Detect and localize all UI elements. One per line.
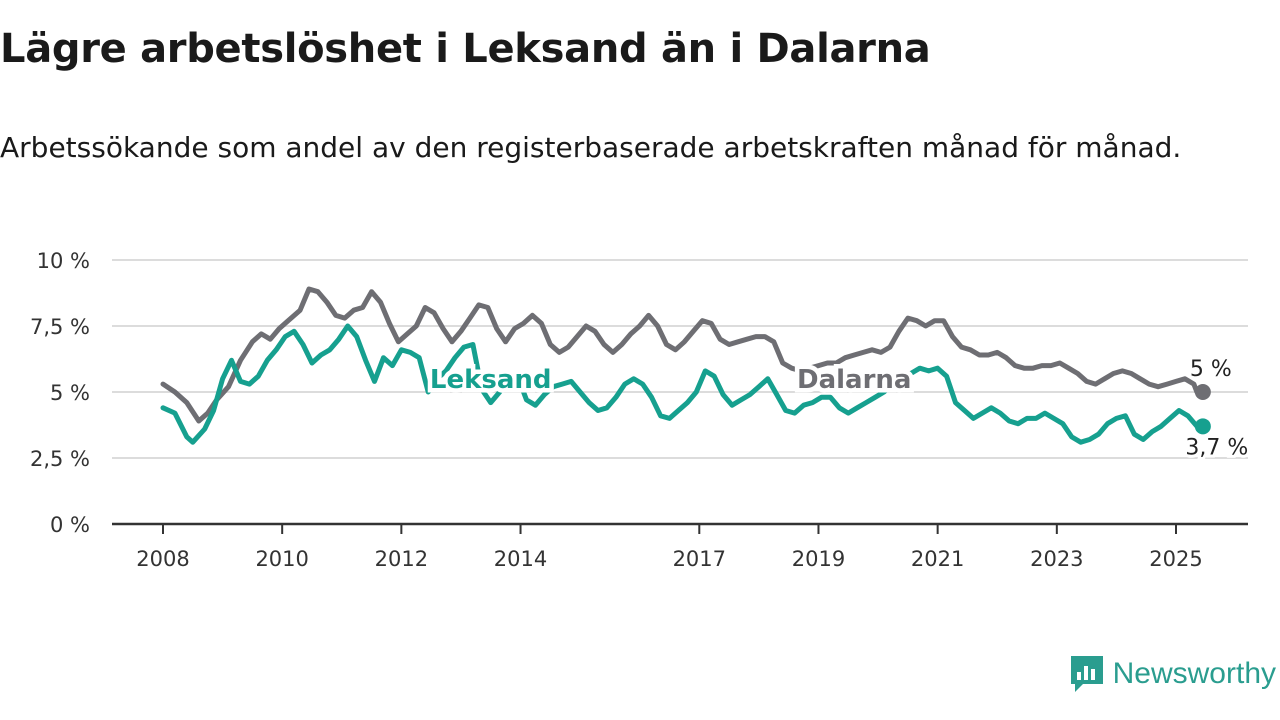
x-tick-label: 2019: [792, 547, 845, 571]
chart-subtitle: Arbetssökande som andel av den registerb…: [0, 131, 1182, 164]
newsworthy-logo-icon: [1070, 656, 1103, 692]
x-tick-label: 2017: [673, 547, 726, 571]
y-tick-label: 7,5 %: [30, 315, 90, 339]
end-value-label-dalarna: 5 %: [1190, 357, 1232, 382]
x-tick-label: 2014: [494, 547, 547, 571]
end-value-label-leksand: 3,7 %: [1185, 435, 1248, 460]
axes: [112, 522, 1248, 534]
series-label-leksand: Leksand: [430, 365, 552, 395]
x-tick-label: 2010: [255, 547, 308, 571]
series-label-dalarna: Dalarna: [797, 365, 911, 395]
gridlines: [112, 259, 1248, 459]
brand: Newsworthy: [1069, 654, 1276, 694]
end-point-dalarna: [1194, 384, 1211, 400]
x-tick-label: 2023: [1030, 547, 1083, 571]
x-tick-label: 2025: [1149, 547, 1202, 571]
chart-title: Lägre arbetslöshet i Leksand än i Dalarn…: [0, 26, 931, 72]
series-lines: [160, 286, 1211, 445]
y-tick-label: 0 %: [50, 513, 90, 537]
y-tick-label: 5 %: [50, 381, 90, 405]
line-chart: 0 % 2,5 % 5 % 7,5 % 10 % 2008 2010 2012 2014 2017…: [30, 249, 1251, 571]
series-line-dalarna: [160, 286, 1200, 424]
y-tick-label: 2,5 %: [30, 447, 90, 471]
end-point-leksand: [1194, 418, 1211, 435]
x-tick-label: 2008: [136, 547, 189, 571]
y-tick-label: 10 %: [37, 249, 90, 273]
labels: 0 % 2,5 % 5 % 7,5 % 10 % 2008 2010 2012 2014 2017…: [30, 249, 1251, 571]
x-tick-label: 2021: [911, 547, 964, 571]
series-line-leksand: [160, 323, 1200, 445]
x-tick-label: 2012: [375, 547, 428, 571]
brand-name: Newsworthy: [1112, 657, 1276, 690]
